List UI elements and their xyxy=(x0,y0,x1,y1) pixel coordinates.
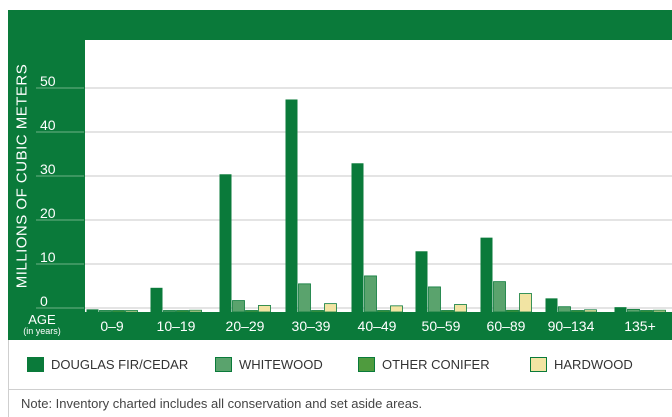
x-tick-label: 50–59 xyxy=(421,318,461,334)
legend-swatch xyxy=(27,357,44,372)
y-tick-label: 20 xyxy=(40,205,56,221)
legend-label: OTHER CONIFER xyxy=(382,357,490,372)
bar-whitewood xyxy=(493,281,506,313)
bar-hardwood xyxy=(584,309,597,313)
y-tick-label: 10 xyxy=(40,249,56,265)
y-tick-label: 40 xyxy=(40,117,56,133)
x-axis-title: AGE xyxy=(28,312,56,327)
bar-douglas-fir-cedar xyxy=(86,309,99,312)
legend-swatch xyxy=(215,357,232,372)
bar-hardwood xyxy=(390,305,403,313)
legend-item: WHITEWOOD xyxy=(215,357,323,372)
bar-whitewood xyxy=(428,286,441,313)
bar-hardwood xyxy=(125,310,138,313)
bar-douglas-fir-cedar xyxy=(545,298,558,312)
bar-other-conifer xyxy=(112,310,125,313)
x-tick-label: 20–29 xyxy=(225,318,265,334)
bar-hardwood xyxy=(454,304,467,313)
bar-other-conifer xyxy=(640,310,653,313)
bar-hardwood xyxy=(324,303,337,313)
bar-other-conifer xyxy=(176,310,189,313)
legend-item: HARDWOOD xyxy=(530,357,633,372)
bar-douglas-fir-cedar xyxy=(285,99,298,312)
legend-label: DOUGLAS FIR/CEDAR xyxy=(51,357,189,372)
bar-whitewood xyxy=(298,283,311,313)
x-tick-label: 60–89 xyxy=(486,318,526,334)
legend-label: HARDWOOD xyxy=(554,357,633,372)
bar-douglas-fir-cedar xyxy=(480,237,493,312)
legend-item: DOUGLAS FIR/CEDAR xyxy=(27,357,188,372)
y-tick-label: 30 xyxy=(40,161,56,177)
bar-douglas-fir-cedar xyxy=(415,251,428,312)
chart-note: Note: Inventory charted includes all con… xyxy=(8,390,672,417)
bar-douglas-fir-cedar xyxy=(351,163,364,312)
bar-whitewood xyxy=(627,308,640,313)
bar-douglas-fir-cedar xyxy=(614,307,627,312)
legend-swatch xyxy=(530,357,547,372)
legend: DOUGLAS FIR/CEDAR WHITEWOOD OTHER CONIFE… xyxy=(8,340,672,390)
legend-swatch xyxy=(358,357,375,372)
bar-other-conifer xyxy=(441,310,454,313)
x-tick-label: 10–19 xyxy=(156,318,196,334)
y-tick-label: 0 xyxy=(40,293,48,309)
bar-whitewood xyxy=(163,310,176,313)
bar-other-conifer xyxy=(311,310,324,313)
bar-other-conifer xyxy=(245,310,258,313)
x-tick-label: 40–49 xyxy=(357,318,397,334)
x-axis-band xyxy=(8,312,672,340)
x-axis-label: AGE (in years) xyxy=(12,313,72,336)
x-axis-subtitle: (in years) xyxy=(23,326,61,336)
x-tick-label: 90–134 xyxy=(547,318,595,334)
bar-whitewood xyxy=(364,275,377,313)
bar-hardwood xyxy=(653,309,666,313)
bar-hardwood xyxy=(519,293,532,313)
bar-hardwood xyxy=(189,309,202,313)
y-tick-label: 50 xyxy=(40,73,56,89)
bar-other-conifer xyxy=(377,310,390,313)
x-tick-label: 0–9 xyxy=(100,318,124,334)
bar-whitewood xyxy=(232,300,245,313)
bar-other-conifer xyxy=(506,309,519,313)
bar-hardwood xyxy=(258,304,271,313)
legend-item: OTHER CONIFER xyxy=(358,357,490,372)
header-band xyxy=(8,10,672,40)
x-tick-label: 30–39 xyxy=(291,318,331,334)
bar-douglas-fir-cedar xyxy=(150,287,163,312)
bar-whitewood xyxy=(99,310,112,313)
bar-douglas-fir-cedar xyxy=(219,174,232,312)
bar-whitewood xyxy=(558,306,571,313)
bar-other-conifer xyxy=(571,310,584,313)
x-tick-label: 135+ xyxy=(624,318,656,334)
legend-label: WHITEWOOD xyxy=(239,357,323,372)
